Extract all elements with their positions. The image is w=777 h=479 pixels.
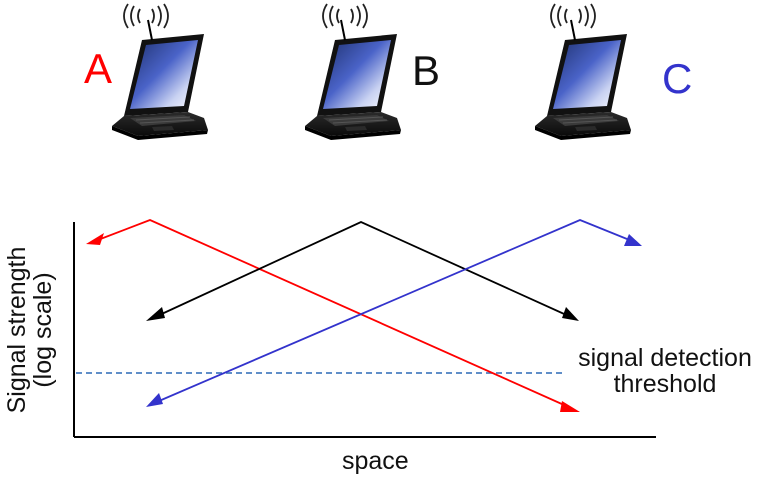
threshold-label-line2: threshold [613,370,717,399]
plot-axes [73,222,656,438]
wireless-waves-icon [322,3,368,29]
y-axis-label-line2: (log scale) [29,272,58,388]
laptop-icon [534,19,632,141]
y-axis-label: Signal strength (log scale) [3,230,58,430]
signal-line-b [146,221,579,321]
wireless-waves-icon [123,3,169,29]
laptop-icon [304,19,402,141]
node-label-b: B [412,47,441,94]
signal-line-c [146,219,642,407]
signal-line-a [86,219,580,412]
node-label-c: C [662,55,693,102]
x-axis-label: space [342,447,409,475]
laptop-icon [111,19,209,141]
node-label-a: A [84,45,113,92]
threshold-label-line1: signal detection [578,344,752,372]
y-axis-label-line1: Signal strength [3,246,31,414]
threshold-label: signal detection threshold [560,345,770,398]
wireless-waves-icon [550,3,596,29]
